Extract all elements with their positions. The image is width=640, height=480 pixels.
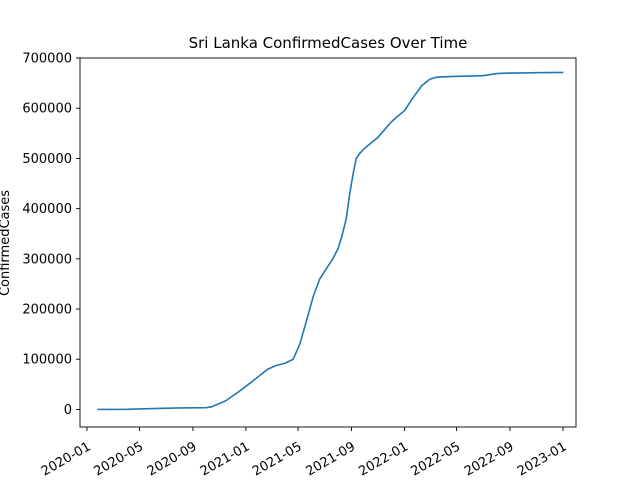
y-tick-label: 0 (64, 403, 72, 418)
y-tick-label: 400000 (22, 202, 72, 217)
plot-frame (79, 57, 577, 428)
series-line-0 (97, 71, 564, 411)
x-tick-label: 2021-01 (198, 439, 253, 479)
x-tick-label: 2022-05 (409, 439, 464, 479)
y-tick-label: 100000 (22, 353, 72, 368)
y-tick-label: 600000 (22, 102, 72, 117)
x-tick-label: 2021-05 (250, 439, 305, 479)
x-tick-label: 2020-01 (39, 439, 94, 479)
y-tick-label: 200000 (22, 303, 72, 318)
x-tick-label: 2020-05 (92, 439, 147, 479)
x-tick-label: 2021-09 (303, 439, 358, 479)
chart-title: Sri Lanka ConfirmedCases Over Time (189, 34, 468, 52)
y-tick-label: 500000 (22, 152, 72, 167)
x-tick-label: 2020-09 (145, 439, 200, 479)
y-tick-label: 300000 (22, 252, 72, 267)
x-tick-label: 2022-09 (462, 439, 517, 479)
y-tick-label: 700000 (22, 52, 72, 67)
plot-area: 0 100000 200000 300000 400000 500000 600000 700… (22, 52, 577, 480)
x-tick-label: 2022-01 (356, 439, 411, 479)
y-axis-label: ConfirmedCases (0, 190, 13, 296)
x-tick-label: 2023-01 (515, 439, 570, 479)
